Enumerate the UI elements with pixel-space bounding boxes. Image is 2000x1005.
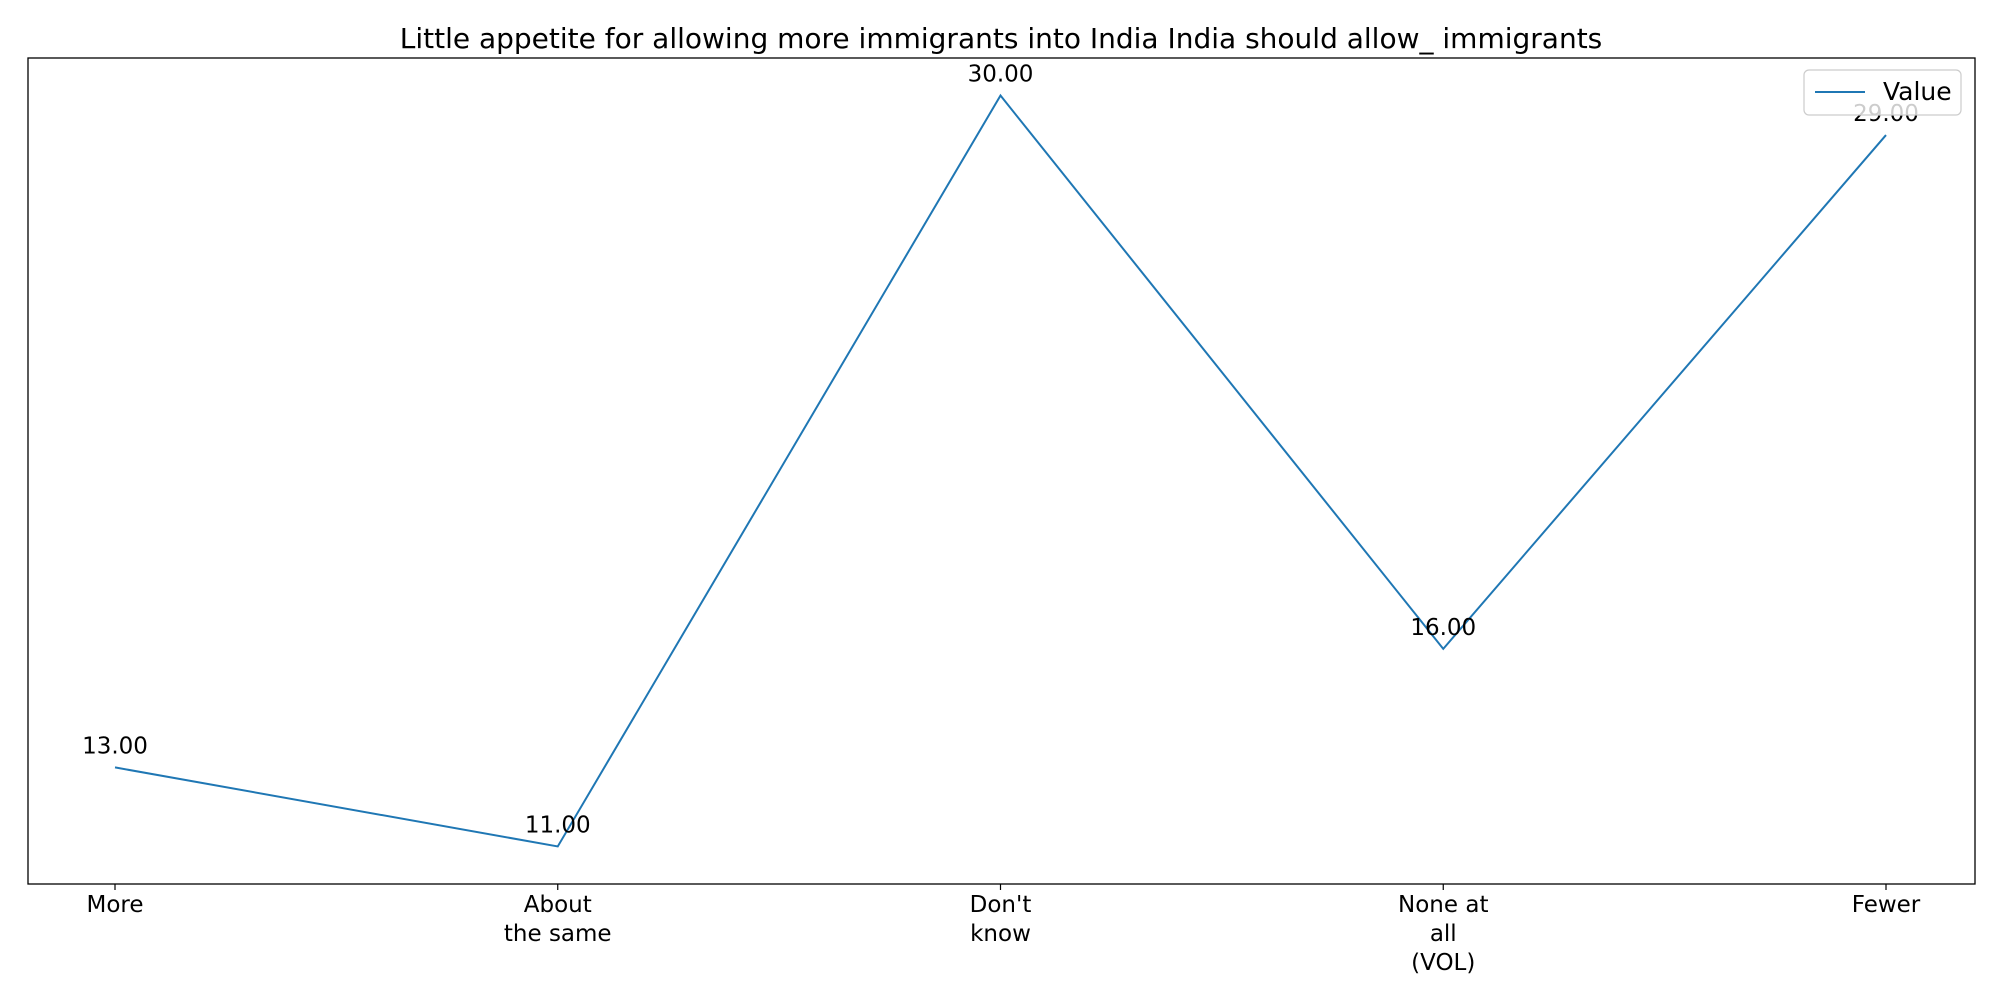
plot-area-frame [27,57,1976,885]
legend-label-value: Value [1883,77,1952,106]
x-tick-label: About the same [504,892,612,947]
data-label: 11.00 [525,812,591,838]
data-label: 30.00 [968,62,1034,88]
x-tick-label: None at all (VOL) [1398,892,1488,976]
x-tick-label: More [86,892,143,918]
x-tick-label: Fewer [1852,892,1921,918]
data-label: 16.00 [1410,615,1476,641]
series-line-value [114,93,1887,848]
data-label: 13.00 [82,733,148,759]
series-layer [114,93,1887,848]
x-tick-label: Don't know [970,892,1032,947]
x-axis-ticks: More About the same Don't know None at all (VOL… [86,884,1921,976]
chart-title: Little appetite for allowing more immigr… [400,22,1603,55]
legend-box [1803,69,1962,116]
legend: Value [1803,69,1962,116]
